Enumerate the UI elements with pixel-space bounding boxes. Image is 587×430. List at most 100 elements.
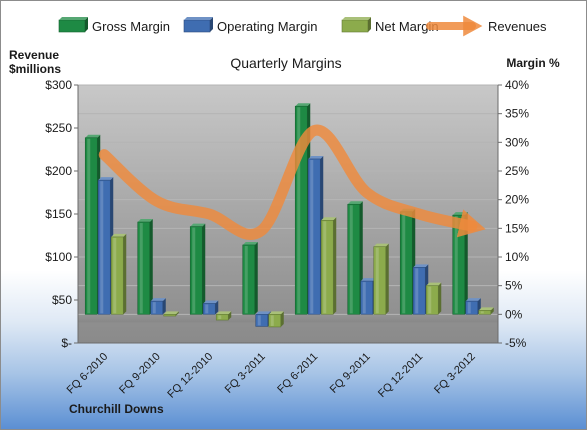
gross-margin-bar-top xyxy=(347,201,363,205)
operating-margin-bar-top xyxy=(360,278,376,282)
net-margin-bar xyxy=(268,314,282,328)
gross-margin-bar-highlight xyxy=(139,223,143,314)
operating-margin-bar-highlight xyxy=(467,302,471,314)
x-axis-tick-label: FQ 12-2010 xyxy=(165,351,215,401)
net-margin-bar-top xyxy=(111,233,127,237)
plot-floor xyxy=(78,314,498,323)
left-axis-tick-label: $250 xyxy=(45,121,72,135)
operating-margin-bar-highlight xyxy=(310,159,314,314)
revenues-legend-label: Revenues xyxy=(488,19,547,34)
chart-title: Quarterly Margins xyxy=(230,55,341,71)
right-axis-tick-label: -5% xyxy=(505,336,527,350)
net-margin-bar xyxy=(110,236,124,315)
gross-margin-legend-swatch-top xyxy=(59,17,88,20)
operating-margin-bar-side xyxy=(215,300,219,315)
operating-margin-bar xyxy=(150,300,164,315)
gross-margin-bar xyxy=(347,203,361,315)
net-margin-legend-swatch xyxy=(341,19,369,33)
operating-margin-bar-top xyxy=(255,311,271,315)
operating-margin-legend-label: Operating Margin xyxy=(217,19,317,34)
net-margin-bar-top xyxy=(268,311,284,315)
left-axis-title-line1: Revenue xyxy=(9,48,59,62)
gross-margin-bar-highlight xyxy=(297,107,301,314)
gross-margin-legend-label: Gross Margin xyxy=(92,19,170,34)
gross-margin-bar-side xyxy=(149,219,153,315)
right-axis-tick-label: 0% xyxy=(505,307,523,321)
gross-margin-bar-top xyxy=(137,219,153,223)
net-margin-bar-side xyxy=(438,282,442,315)
gross-margin-bar xyxy=(84,137,98,315)
right-axis-tick-label: 20% xyxy=(505,193,529,207)
net-margin-bar-highlight xyxy=(270,315,274,326)
left-axis-tick-label: $- xyxy=(61,336,72,350)
operating-margin-bar-highlight xyxy=(100,181,104,314)
bars xyxy=(84,103,494,328)
operating-margin-bar-highlight xyxy=(362,282,366,314)
net-margin-bar-top xyxy=(426,282,442,286)
operating-margin-legend-swatch-top xyxy=(184,17,213,20)
x-axis-tick-label: FQ 3-2011 xyxy=(223,351,268,396)
x-axis-tick-label: FQ 6-2010 xyxy=(65,351,111,397)
right-axis-tick-label: 30% xyxy=(505,135,529,149)
net-margin-bar-top xyxy=(216,311,232,315)
operating-margin-bar xyxy=(255,314,269,327)
operating-margin-bar-highlight xyxy=(205,304,209,314)
left-axis-tick-label: $100 xyxy=(45,250,72,264)
gross-margin-bar xyxy=(452,214,466,315)
left-axis-tick-label: $50 xyxy=(52,293,72,307)
legend: Gross Margin Operating Margin Net Margin Re… xyxy=(58,15,547,37)
right-axis-tick-label: 10% xyxy=(505,250,529,264)
net-margin-bar-top xyxy=(373,243,389,247)
net-margin-bar xyxy=(425,285,439,315)
net-margin-bar-top xyxy=(478,307,494,311)
x-axis-tick-label: FQ 9-2010 xyxy=(117,351,163,397)
operating-margin-bar-top xyxy=(203,300,219,304)
operating-margin-bar-top xyxy=(465,298,481,302)
gross-margin-bar-top xyxy=(85,134,101,138)
gross-margin-bar-highlight xyxy=(349,205,353,314)
operating-margin-bar xyxy=(412,267,426,315)
gross-margin-bar-top xyxy=(295,103,311,107)
gross-margin-legend-swatch-side xyxy=(85,17,88,32)
operating-margin-bar xyxy=(360,280,374,315)
net-margin-bar-side xyxy=(280,311,284,327)
net-margin-bar-highlight xyxy=(428,286,432,314)
right-axis-tick-label: 25% xyxy=(505,164,529,178)
left-axis-title-line2: $millions xyxy=(9,62,61,76)
operating-margin-legend-swatch-side xyxy=(210,17,213,32)
net-margin-bar-side xyxy=(228,311,232,321)
operating-margin-bar-side xyxy=(162,298,166,315)
operating-margin-bar-top xyxy=(150,298,166,302)
net-margin-bar-highlight xyxy=(375,247,379,314)
net-margin-bar-side xyxy=(175,311,179,317)
company-name: Churchill Downs xyxy=(69,402,164,416)
net-margin-bar xyxy=(163,314,177,317)
net-margin-bar-side xyxy=(333,217,337,315)
net-margin-bar xyxy=(215,314,229,321)
left-axis-tick-label: $150 xyxy=(45,207,72,221)
net-margin-bar xyxy=(478,310,492,315)
gross-margin-bar-highlight xyxy=(454,216,458,314)
left-axis-tick-label: $200 xyxy=(45,164,72,178)
net-margin-legend-label: Net Margin xyxy=(375,19,439,34)
gross-margin-bar-top xyxy=(242,241,258,245)
revenues-line xyxy=(98,124,486,240)
gross-margin-bar xyxy=(242,244,256,315)
gross-margin-bar-highlight xyxy=(87,138,91,314)
gross-margin-bar-side xyxy=(254,241,258,315)
left-axis-tick-label: $300 xyxy=(45,78,72,92)
net-margin-bar-side xyxy=(123,233,127,315)
net-margin-bar-top xyxy=(163,311,179,315)
net-margin-bar-highlight xyxy=(323,221,327,314)
net-margin-bar-highlight xyxy=(218,315,222,320)
operating-margin-legend-swatch xyxy=(183,19,211,33)
net-margin-legend-swatch-top xyxy=(342,17,371,20)
operating-margin-bar-top xyxy=(308,155,324,159)
net-margin-bar-highlight xyxy=(480,311,484,314)
gross-margin-bar-highlight xyxy=(244,245,248,314)
operating-margin-bar xyxy=(202,303,216,315)
x-axis-tick-label: FQ 12-2011 xyxy=(376,351,425,400)
right-axis-title: Margin % xyxy=(506,56,560,70)
x-axis-tick-label: FQ 3-2012 xyxy=(432,351,478,397)
